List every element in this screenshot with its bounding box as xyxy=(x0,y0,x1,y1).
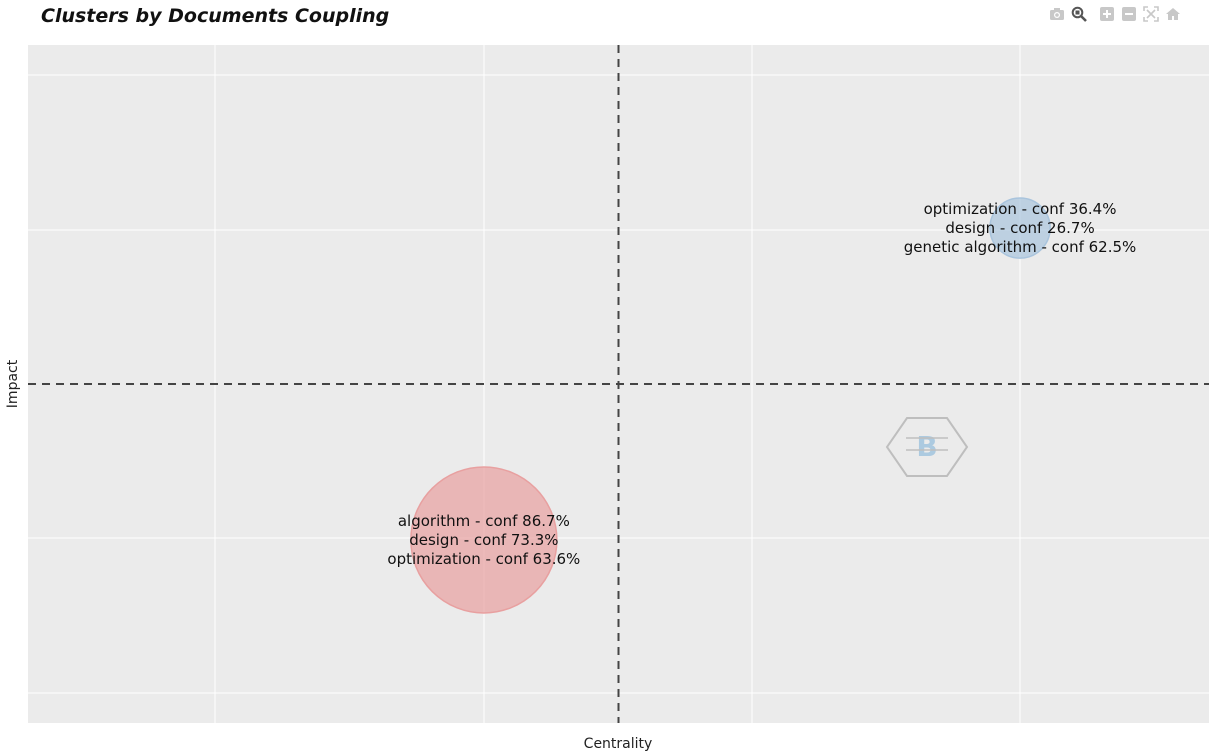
cluster-label: optimization - conf 63.6% xyxy=(387,550,580,568)
reference-lines xyxy=(28,45,1209,723)
cluster-label: algorithm - conf 86.7% xyxy=(398,512,570,530)
x-axis-label: Centrality xyxy=(584,736,653,751)
y-axis-label: Impact xyxy=(5,359,21,408)
bubbles: algorithm - conf 86.7%design - conf 73.3… xyxy=(387,197,1137,614)
cluster-label: optimization - conf 36.4% xyxy=(924,200,1117,218)
cluster-label: genetic algorithm - conf 62.5% xyxy=(904,238,1137,256)
home-icon[interactable] xyxy=(1162,5,1184,23)
cluster-bubble-1[interactable] xyxy=(410,466,558,614)
cluster-label: design - conf 73.3% xyxy=(409,531,558,549)
camera-icon[interactable] xyxy=(1046,5,1068,23)
autoscale-icon[interactable] xyxy=(1140,5,1162,23)
logo-watermark-icon: B xyxy=(885,417,969,477)
svg-text:B: B xyxy=(916,430,937,463)
zoom-out-icon[interactable] xyxy=(1118,5,1140,23)
zoom-in-icon[interactable] xyxy=(1096,5,1118,23)
cluster-bubble-2[interactable] xyxy=(989,197,1051,259)
zoom-icon[interactable] xyxy=(1068,5,1090,23)
modebar xyxy=(1046,5,1184,23)
chart-title: Clusters by Documents Coupling xyxy=(41,5,389,27)
cluster-label: design - conf 26.7% xyxy=(945,219,1094,237)
